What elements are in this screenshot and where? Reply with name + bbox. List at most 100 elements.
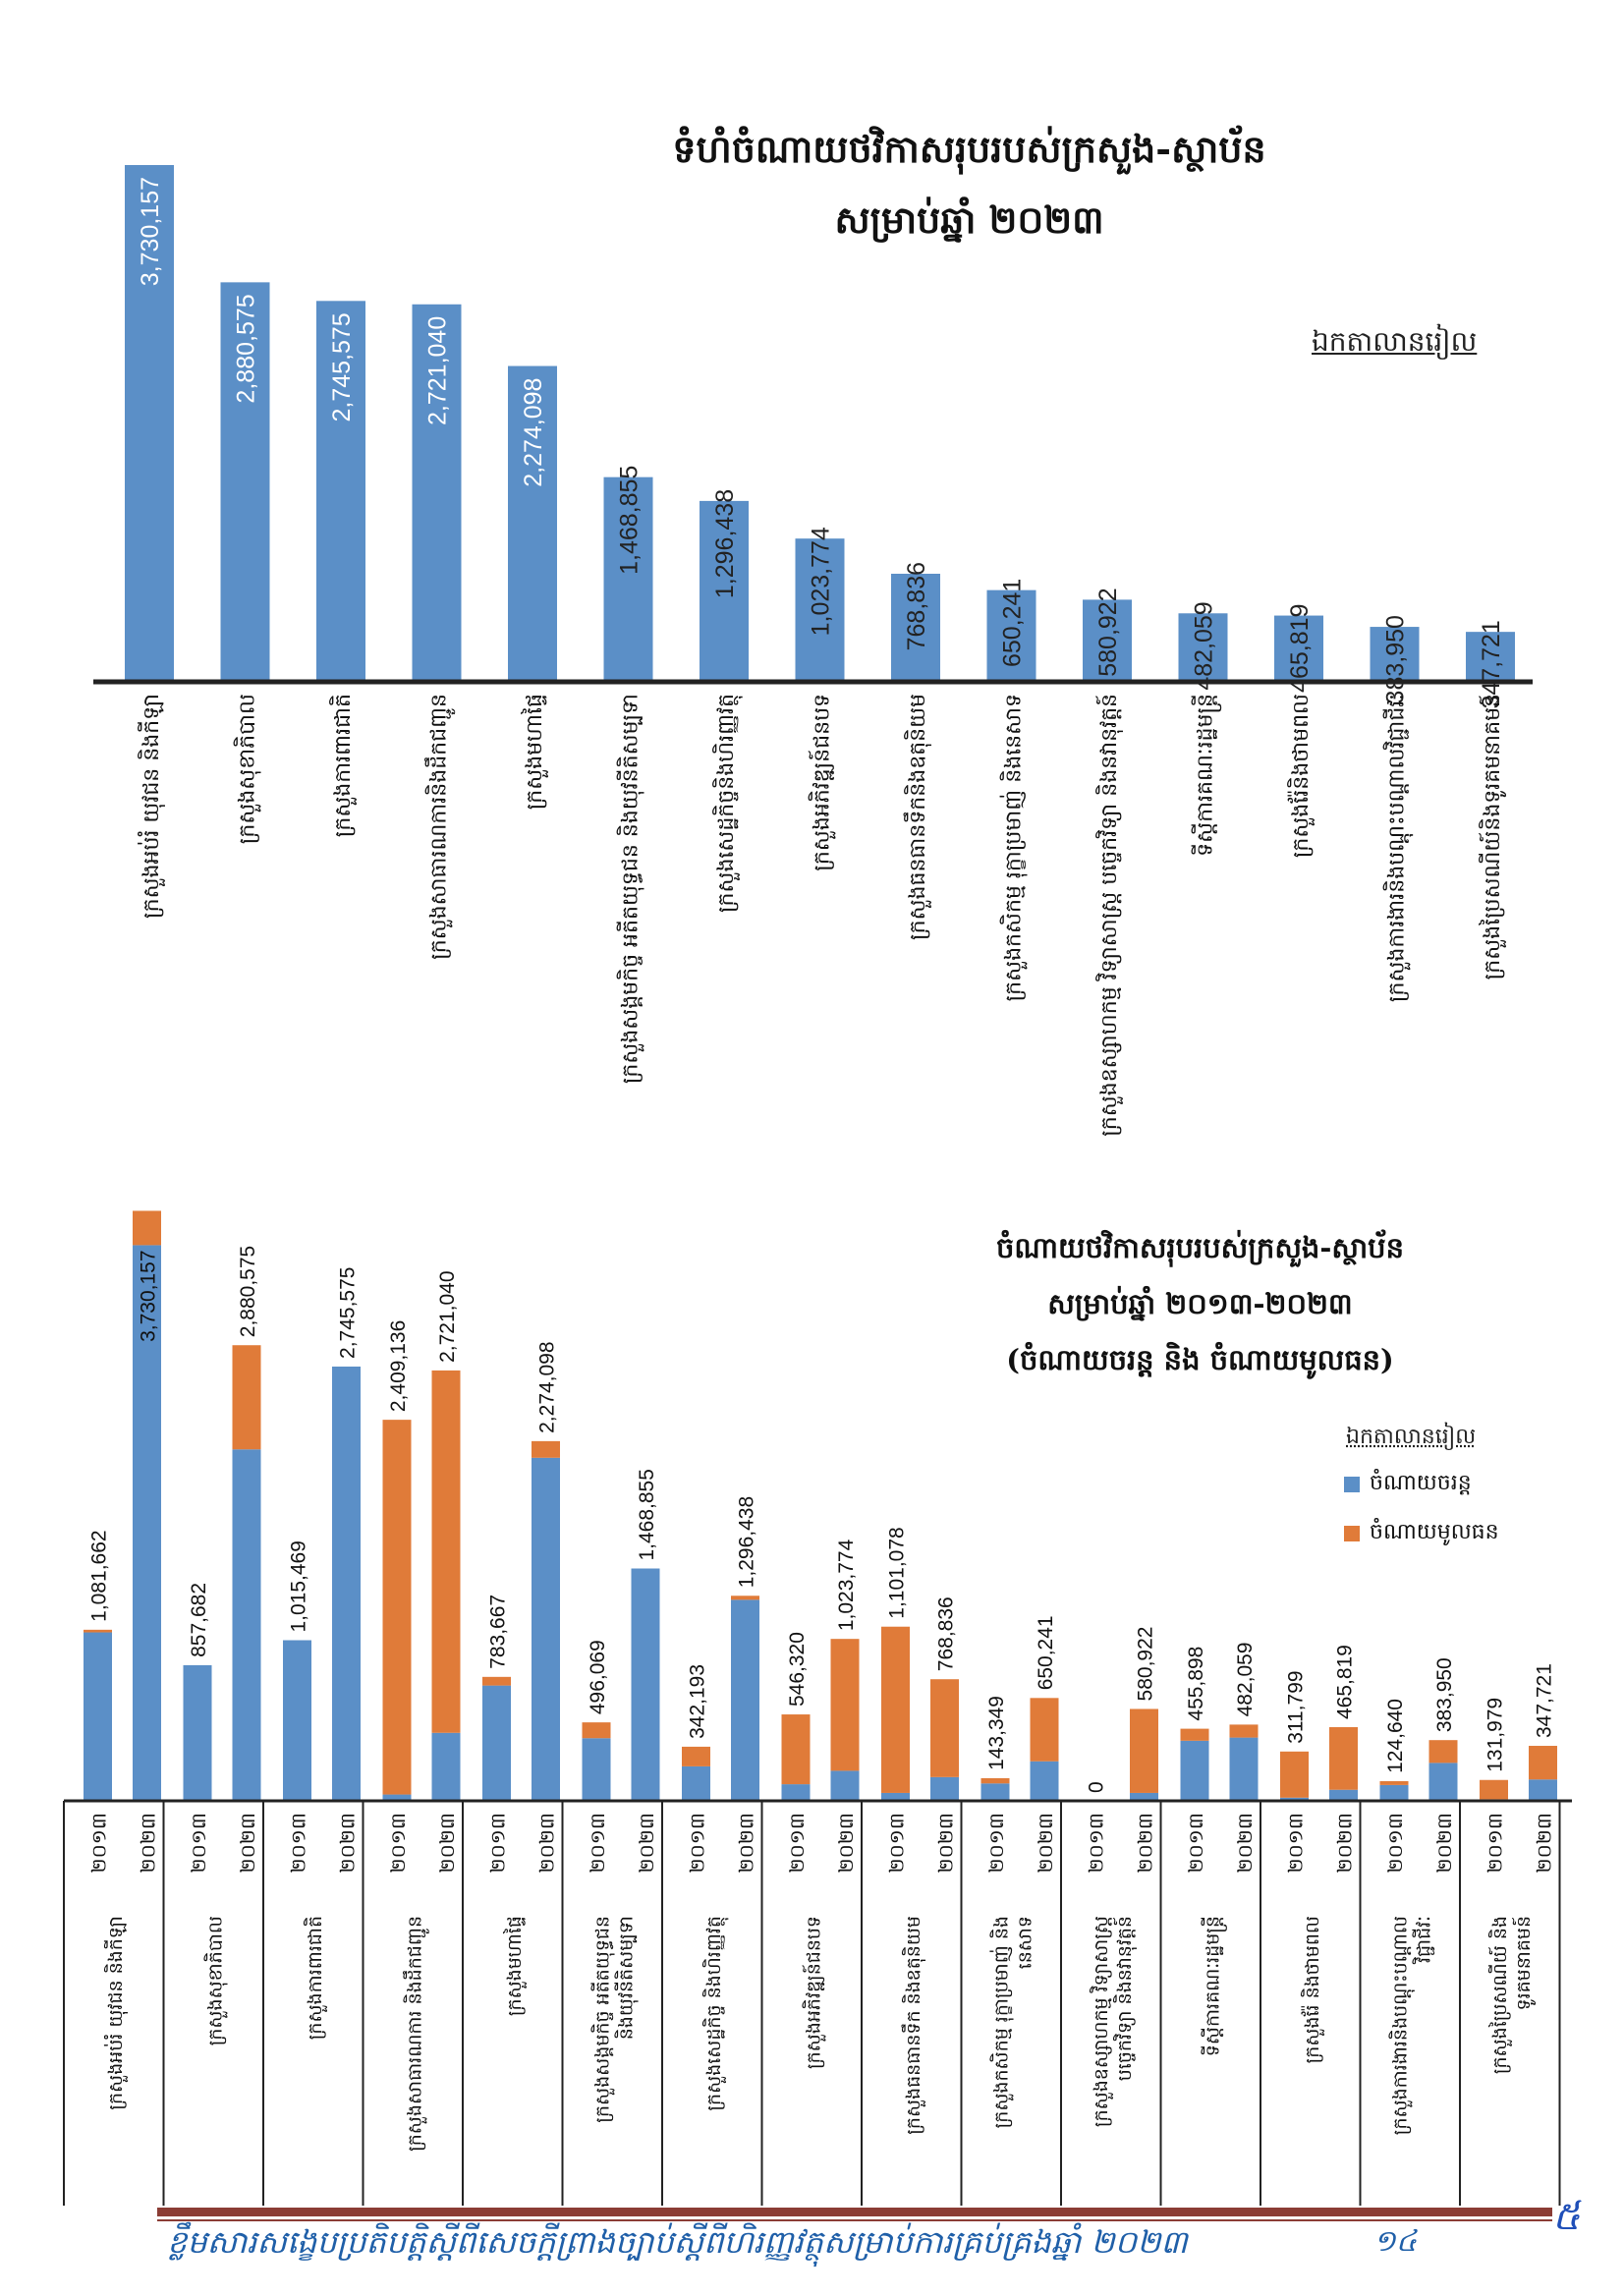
total-label: 482,059: [1234, 1642, 1257, 1716]
year-label: ២០២៣: [236, 1813, 259, 1874]
year-label: ២០២៣: [1134, 1813, 1157, 1874]
bar-segment-current: [1529, 1779, 1557, 1801]
legend-label-capital: ចំណាយមូលធន: [1370, 1520, 1499, 1544]
bar: [795, 538, 845, 680]
category-label: ក្រសួងកសិកម្ម រុក្ខាប្រមាញ់ និងនេសាទ: [1000, 694, 1028, 1001]
group-label: ក្រសួងសាធារណការ និងដឹកជញ្ជូន: [402, 1916, 429, 2152]
data-label: 2,880,575: [233, 294, 260, 403]
category-label: ក្រសួងអប់រំ យុវជន និងកីឡា: [138, 694, 165, 919]
bar-segment-current: [930, 1776, 959, 1801]
bar-segment-current: [881, 1792, 910, 1801]
data-label: 1,468,855: [616, 466, 644, 575]
bar: [316, 301, 365, 680]
data-label: 650,241: [999, 579, 1027, 667]
total-label: 768,836: [935, 1596, 958, 1671]
group-label: ក្រសួងកសិកម្ម រុក្ខាប្រមាញ់ និង: [988, 1916, 1014, 2128]
year-label: ២០២៣: [735, 1813, 758, 1874]
year-label: ២០២៣: [435, 1813, 459, 1874]
year-label: ២០២៣: [1432, 1813, 1456, 1874]
bar-segment-capital: [133, 1210, 161, 1246]
footer-document-title: ខ្លឹមសារសង្ខេបប្រតិបត្តិស្ដីពីសេចក្ដីព្រ…: [167, 2223, 1188, 2261]
total-label: 465,819: [1334, 1645, 1357, 1719]
year-label: ២០១៣: [287, 1813, 310, 1874]
bar-segment-capital: [431, 1370, 461, 1733]
year-label: ២០២៣: [1533, 1813, 1556, 1874]
total-label: 1,296,438: [736, 1496, 758, 1588]
bar: [891, 573, 940, 680]
total-label: 1,101,078: [886, 1527, 909, 1618]
bar-segment-current: [1030, 1761, 1059, 1801]
bar-segment-capital: [532, 1440, 560, 1458]
bar-segment-capital: [781, 1714, 811, 1785]
group-label: ក្រសួងប្រៃសណីយ៍ និង: [1487, 1916, 1513, 2074]
bar-segment-capital: [582, 1722, 611, 1739]
bar-segment-capital: [881, 1626, 910, 1793]
group-label: ក្រសួងធនធានទឹក និងឧតុនិយម: [901, 1916, 926, 2135]
group-label: នេសាទ: [1014, 1916, 1036, 1969]
bar: [1370, 627, 1420, 680]
year-label: ២០២៣: [635, 1813, 658, 1874]
year-label: ២០២៣: [137, 1813, 160, 1874]
total-label: 1,015,469: [288, 1540, 310, 1632]
bar-segment-current: [532, 1457, 560, 1801]
category-label: ក្រសួងប្រៃសណីយ៍និងទូរគមនាគមន៍: [1479, 694, 1506, 980]
bar: [412, 304, 462, 680]
bar-segment-capital: [482, 1676, 511, 1686]
group-label: និងយុវនីតិសម្បទា: [613, 1916, 639, 2040]
bar-segment-current: [1280, 1797, 1309, 1801]
bar: [1466, 632, 1515, 680]
footer-rule-thin: [157, 2219, 1552, 2221]
category-label: ក្រសួងធនធានទឹកនិងឧតុនិយម: [903, 694, 931, 940]
group-label: ក្រសួងរ៉ែ និងថាមពល: [1300, 1916, 1325, 2063]
legend-label-current: ចំណាយចរន្ត: [1370, 1471, 1472, 1495]
group-label: ទូរគមនាគមន៍: [1511, 1916, 1537, 2010]
category-label: ក្រសួងសុខាភិបាល: [234, 694, 261, 844]
data-label: 3,730,157: [137, 177, 164, 286]
category-label: ក្រសួងរ៉ែនិងថាមពល: [1287, 694, 1315, 858]
bar-segment-current: [133, 1245, 161, 1801]
category-label: ក្រសួងសេដ្ឋកិច្ចនិងហិរញ្ញវត្ថុ: [712, 694, 743, 913]
legend-swatch-current: [1344, 1477, 1360, 1492]
data-label: 2,274,098: [520, 378, 547, 487]
year-label: ២០១៣: [885, 1813, 909, 1874]
bar: [508, 365, 557, 680]
total-label: 546,320: [786, 1632, 809, 1707]
chart2-subtitle: សម្រាប់ឆ្នាំ ២០១៣-២០២៣: [1047, 1287, 1353, 1320]
bar-segment-current: [682, 1765, 710, 1801]
total-label: 857,682: [188, 1583, 210, 1657]
year-label: ២០១៣: [486, 1813, 510, 1874]
group-label: ក្រសួងសុខាភិបាល: [202, 1916, 228, 2045]
bar-segment-capital: [1379, 1780, 1409, 1785]
year-label: ២០២៣: [336, 1813, 360, 1874]
year-label: ២០១៣: [1284, 1813, 1308, 1874]
bar-segment-capital: [232, 1345, 261, 1450]
bar-segment-capital: [1030, 1698, 1059, 1762]
bar-segment-current: [431, 1732, 461, 1801]
bar-segment-current: [232, 1449, 261, 1801]
bar-segment-current: [482, 1685, 511, 1801]
bar-segment-capital: [1229, 1724, 1259, 1738]
group-label: ក្រសួងឧស្សាហកម្ម វិទ្យាសាស្ត្រ: [1089, 1916, 1114, 2127]
bar-segment-current: [283, 1640, 311, 1801]
bar-segment-current: [382, 1794, 412, 1801]
bar: [220, 282, 270, 680]
year-label: ២០១៣: [1383, 1813, 1407, 1874]
category-label: ក្រសួងការពារជាតិ: [329, 694, 357, 837]
category-label: ក្រសួងការងារនិងបណ្ដុះបណ្ដាលវិជ្ជាជីវៈ: [1383, 694, 1414, 1002]
chart1-unit-label: ឯកតាលានរៀល: [1312, 325, 1478, 358]
year-label: ២០២៣: [1333, 1813, 1357, 1874]
total-label: 1,023,774: [835, 1539, 858, 1631]
group-label: បច្ចេកវិទ្យា និងនវានុវត្តន៍: [1112, 1916, 1138, 2081]
total-label: 131,979: [1484, 1698, 1507, 1772]
legend-swatch-capital: [1344, 1526, 1360, 1541]
bar-segment-capital: [84, 1629, 112, 1633]
group-label: ក្រសួងអប់រំ យុវជន និងកីឡា: [103, 1916, 129, 2110]
year-label: ២០១៣: [785, 1813, 809, 1874]
group-label: ក្រសួងសេដ្ឋកិច្ច និងហិរញ្ញវត្ថុ: [701, 1916, 729, 2111]
total-label: 342,193: [687, 1664, 709, 1739]
year-label: ២០១៣: [984, 1813, 1008, 1874]
category-label: ក្រសួងសង្គមកិច្ច អតីតយុទ្ធជន និងយុវនីតិស…: [617, 694, 644, 1084]
bar-segment-capital: [930, 1679, 959, 1777]
year-label: ២០១៣: [1484, 1813, 1507, 1874]
data-label: 768,836: [903, 562, 930, 650]
